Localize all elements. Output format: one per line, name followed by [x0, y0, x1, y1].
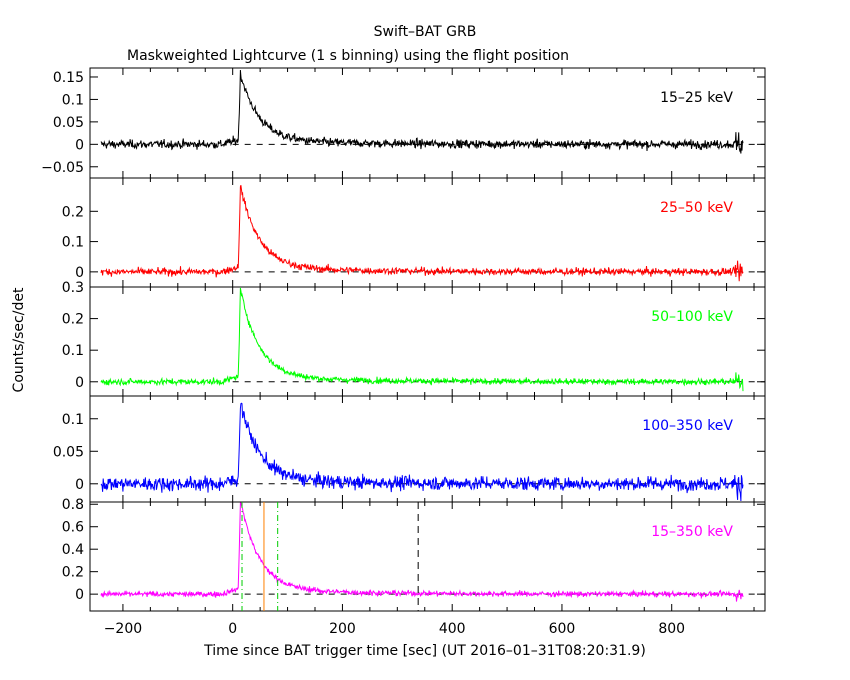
x-tick-label: 600	[549, 621, 576, 637]
x-tick-label: 800	[658, 621, 685, 637]
y-tick-label: 0	[75, 375, 84, 391]
chart-subtitle: Maskweighted Lightcurve (1 s binning) us…	[127, 48, 569, 64]
y-tick-label: 0.1	[62, 412, 84, 428]
lightcurve-line	[100, 402, 744, 502]
band-label: 50–100 keV	[651, 309, 733, 325]
panel-frame	[89, 67, 766, 179]
y-tick-label: 0	[75, 137, 84, 153]
y-axis-label: Counts/sec/det	[11, 287, 27, 392]
y-tick-label: 0	[75, 477, 84, 493]
x-tick-label: −200	[104, 621, 142, 637]
band-label: 15–350 keV	[651, 524, 733, 540]
band-label: 100–350 keV	[642, 418, 733, 434]
y-tick-label: 0.1	[62, 235, 84, 251]
lightcurve-line	[100, 502, 744, 602]
y-tick-label: 0.05	[53, 115, 84, 131]
lightcurve-line	[100, 69, 744, 154]
y-tick-label: 0.2	[62, 312, 84, 328]
y-tick-label: 0	[75, 265, 84, 281]
y-tick-label: 0.1	[62, 92, 84, 108]
x-tick-label: 0	[228, 621, 237, 637]
chart-title: Swift–BAT GRB	[374, 24, 477, 40]
panels-group: −0.05 0 0.05 0.1 0.15 15–25 keV 0 0.1 0.2 25–50 k…	[41, 67, 766, 637]
panel-frame	[89, 501, 766, 612]
y-tick-label: 0	[75, 587, 84, 603]
y-tick-label: 0.05	[53, 444, 84, 460]
y-tick-label: 0.2	[62, 565, 84, 581]
band-label: 15–25 keV	[660, 90, 733, 106]
y-tick-label: 0.1	[62, 343, 84, 359]
y-tick-label: 0.6	[62, 520, 84, 536]
x-axis-label: Time since BAT trigger time [sec] (UT 20…	[203, 643, 646, 659]
y-tick-label: 0.2	[62, 204, 84, 220]
x-tick-label: 400	[439, 621, 466, 637]
y-tick-label: 0.15	[53, 70, 84, 86]
band-label: 25–50 keV	[660, 200, 733, 216]
y-tick-label: 0.3	[62, 280, 84, 296]
x-tick-label: 200	[329, 621, 356, 637]
y-tick-label: 0.8	[62, 497, 84, 513]
lightcurve-line	[100, 185, 744, 282]
y-tick-label: 0.4	[62, 542, 84, 558]
y-tick-label: −0.05	[41, 160, 84, 176]
lightcurve-line	[100, 287, 744, 392]
